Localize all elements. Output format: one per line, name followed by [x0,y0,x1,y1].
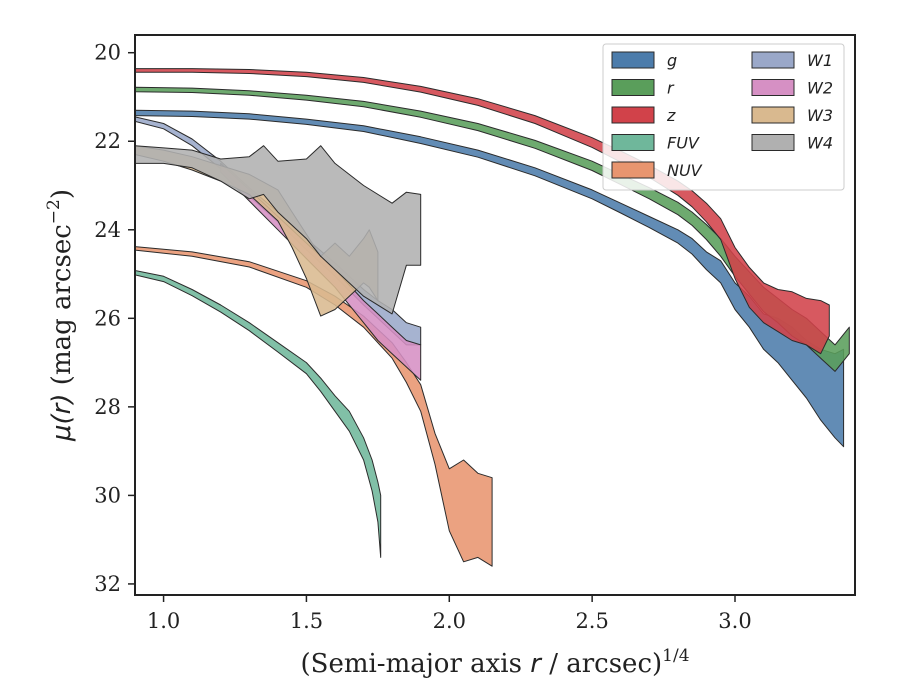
x-tick-label: 2.0 [433,609,466,633]
x-tick-label: 1.0 [147,609,180,633]
legend-label-w2: W2 [807,79,833,98]
y-tick-label: 26 [94,306,121,330]
legend-label-w4: W4 [807,134,833,153]
y-tick-label: 20 [94,41,121,65]
legend-swatch-g [611,51,655,69]
x-tick-label: 3.0 [718,609,751,633]
legend-label-w1: W1 [807,51,833,70]
legend-label-r: r [667,79,675,98]
legend-swatch-w4 [751,134,795,151]
y-tick-label: 32 [94,572,121,596]
legend-label-g: g [667,51,677,70]
x-axis: 1.0 1.5 2.0 2.5 3.0 [147,595,752,633]
legend-swatch-r [611,79,655,96]
y-tick-label: 24 [94,218,121,242]
y-axis-title: μ(r) (mag arcsec−2) [44,189,77,442]
legend-swatch-nuv [611,161,655,179]
legend-label-nuv: NUV [667,161,703,180]
legend-swatch-z [611,106,655,124]
legend-swatch-w3 [751,106,795,124]
legend-label-w3: W3 [807,106,833,125]
series-layer [135,68,850,567]
legend-swatch-w2 [751,79,795,96]
x-axis-title: (Semi-major axis r / arcsec)1/4 [300,646,689,679]
legend-label-fuv: FUV [667,134,700,153]
series-band-w4 [135,145,422,315]
legend-label-z: z [666,106,676,125]
legend: grz FUV NUV W1 W2 W3 W4 [602,43,845,191]
series-band-z [135,68,830,355]
series-band-fuv [135,270,382,558]
y-tick-label: 22 [94,129,121,153]
plot-frame [134,34,856,596]
x-tick-label: 1.5 [290,609,323,633]
y-tick-label: 30 [94,483,121,507]
x-tick-label: 2.5 [575,609,608,633]
series-band-g [135,109,845,448]
y-axis: 20 22 24 26 28 30 32 [94,41,135,596]
y-tick-label: 28 [94,395,121,419]
legend-swatch-fuv [611,134,655,151]
legend-swatch-w1 [751,51,795,69]
series-band-r [135,86,850,372]
